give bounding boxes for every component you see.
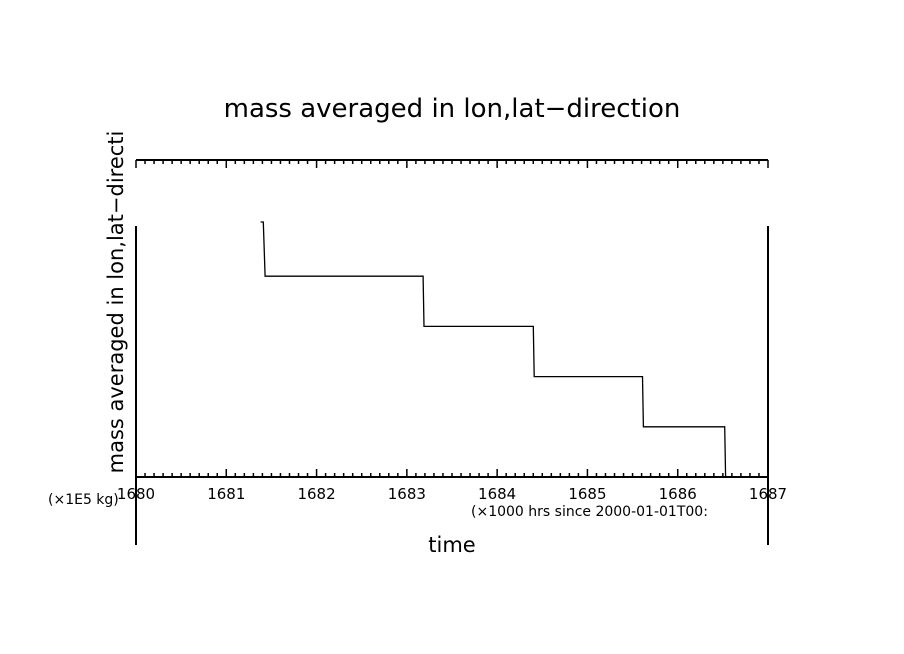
x-tick-label: 1682 xyxy=(297,485,335,503)
tick-marks xyxy=(135,160,769,477)
x-unit-note: (×1000 hrs since 2000-01-01T00: xyxy=(471,504,708,520)
x-tick-label: 1680 xyxy=(117,485,155,503)
x-tick-label: 1681 xyxy=(207,485,245,503)
y-unit-note: (×1E5 kg) xyxy=(48,492,119,508)
x-tick-label: 1684 xyxy=(478,485,516,503)
x-tick-label: 1687 xyxy=(749,485,787,503)
series-line xyxy=(260,221,727,478)
x-tick-label: 1685 xyxy=(568,485,606,503)
y-axis-label: mass averaged in lon,lat−directi xyxy=(104,131,128,474)
x-axis-label: time xyxy=(428,533,475,557)
chart-title: mass averaged in lon,lat−direction xyxy=(224,94,681,124)
x-tick-label: 1686 xyxy=(659,485,697,503)
x-tick-label: 1683 xyxy=(388,485,426,503)
x-tick-labels: 1680 1681 1682 1683 1684 1685 1686 1687 xyxy=(117,485,787,503)
